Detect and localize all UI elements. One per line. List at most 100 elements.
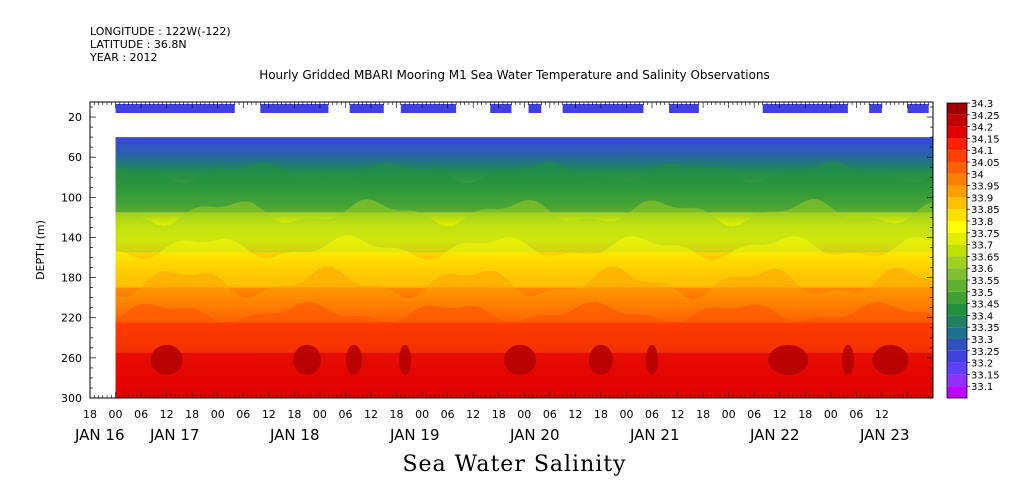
x-tick-label: 00 xyxy=(722,408,736,421)
colorbar-label: 33.75 xyxy=(971,229,1000,240)
x-tick-label: 00 xyxy=(824,408,838,421)
colorbar-label: 34.2 xyxy=(971,123,993,134)
colorbar-swatch xyxy=(947,327,967,339)
colorbar-swatch xyxy=(947,374,967,387)
x-tick-label: 18 xyxy=(185,408,199,421)
high-salinity-patch xyxy=(399,344,412,375)
colorbar-swatch xyxy=(947,315,967,328)
colorbar-swatch xyxy=(947,209,967,221)
colorbar-swatch xyxy=(947,232,967,245)
colorbar-swatch xyxy=(947,362,967,375)
x-tick-label: 18 xyxy=(287,408,301,421)
coverage-segment xyxy=(115,104,235,113)
colorbar-label: 34.3 xyxy=(971,99,993,110)
coverage-segment xyxy=(260,104,329,113)
year-label: YEAR : 2012 xyxy=(90,51,158,64)
x-axis-label: Sea Water Salinity xyxy=(402,452,627,477)
colorbar-label: 33.7 xyxy=(971,241,993,252)
high-salinity-patch xyxy=(872,344,909,375)
colorbar-swatch xyxy=(947,173,967,186)
colorbar-label: 34.1 xyxy=(971,146,993,157)
high-salinity-patch xyxy=(345,344,362,375)
contour-band xyxy=(115,301,933,353)
coverage-segment xyxy=(907,104,929,113)
coverage-segment xyxy=(400,104,457,113)
contour-band xyxy=(115,235,933,288)
colorbar-swatch xyxy=(947,162,967,174)
latitude-label: LATITUDE : 36.8N xyxy=(90,38,187,51)
colorbar-label: 34.25 xyxy=(971,111,1000,122)
x-tick-label: 06 xyxy=(338,408,352,421)
colorbar-label: 33.85 xyxy=(971,205,1000,216)
x-tick-label: 12 xyxy=(262,408,276,421)
colorbar-swatch xyxy=(947,244,967,257)
high-salinity-patch xyxy=(504,344,537,375)
contour-band xyxy=(115,161,933,213)
x-day-label: JAN 17 xyxy=(149,426,200,444)
x-day-label: JAN 21 xyxy=(629,426,680,444)
x-tick-label: 12 xyxy=(160,408,174,421)
colorbar-label: 33.1 xyxy=(971,382,993,393)
colorbar-label: 33.55 xyxy=(971,276,1000,287)
colorbar-label: 33.35 xyxy=(971,323,1000,334)
colorbar-swatch xyxy=(947,256,967,269)
x-tick-label: 06 xyxy=(645,408,659,421)
x-tick-label: 18 xyxy=(594,408,608,421)
colorbar-swatch xyxy=(947,103,967,115)
high-salinity-patch xyxy=(646,344,658,375)
x-tick-label: 12 xyxy=(875,408,889,421)
x-tick-label: 18 xyxy=(83,408,97,421)
x-tick-label: 18 xyxy=(798,408,812,421)
colorbar-swatch xyxy=(947,386,967,398)
x-tick-label: 00 xyxy=(109,408,123,421)
colorbar-swatch xyxy=(947,280,967,292)
colorbar-swatch xyxy=(947,268,967,280)
x-tick-label: 06 xyxy=(134,408,148,421)
colorbar-label: 33.15 xyxy=(971,370,1000,381)
x-tick-label: 12 xyxy=(568,408,582,421)
y-tick-label: 260 xyxy=(61,352,82,365)
coverage-segment xyxy=(349,104,384,113)
coverage-segment xyxy=(869,104,882,113)
y-tick-label: 300 xyxy=(61,392,82,405)
x-day-label: JAN 20 xyxy=(509,426,560,444)
high-salinity-patch xyxy=(150,344,183,375)
y-tick-label: 20 xyxy=(68,111,82,124)
colorbar-swatch xyxy=(947,185,967,198)
x-tick-label: 06 xyxy=(747,408,761,421)
x-tick-label: 06 xyxy=(441,408,455,421)
colorbar-swatch xyxy=(947,150,967,162)
colorbar-label: 33.8 xyxy=(971,217,993,228)
x-day-label: JAN 16 xyxy=(74,426,125,444)
x-tick-label: 18 xyxy=(390,408,404,421)
colorbar-swatch xyxy=(947,114,967,127)
colorbar-swatch xyxy=(947,291,967,304)
longitude-label: LONGITUDE : 122W(-122) xyxy=(90,25,231,38)
high-salinity-patch xyxy=(768,344,809,375)
x-tick-label: 00 xyxy=(211,408,225,421)
coverage-segment xyxy=(562,104,644,113)
colorbar-swatch xyxy=(947,350,967,363)
colorbar-swatch xyxy=(947,339,967,351)
x-tick-label: 12 xyxy=(466,408,480,421)
y-tick-label: 220 xyxy=(61,312,82,325)
colorbar-label: 33.3 xyxy=(971,335,993,346)
colorbar-label: 34.05 xyxy=(971,158,1000,169)
x-tick-label: 18 xyxy=(492,408,506,421)
high-salinity-patch xyxy=(841,344,854,375)
x-tick-label: 00 xyxy=(517,408,531,421)
colorbar-label: 33.5 xyxy=(971,288,993,299)
colorbar-swatch xyxy=(947,197,967,210)
colorbar-label: 33.9 xyxy=(971,193,993,204)
chart-title: Hourly Gridded MBARI Mooring M1 Sea Wate… xyxy=(259,68,770,82)
colorbar-label: 33.25 xyxy=(971,347,1000,358)
x-tick-label: 12 xyxy=(773,408,787,421)
x-day-label: JAN 18 xyxy=(269,426,320,444)
x-tick-label: 18 xyxy=(696,408,710,421)
x-tick-label: 12 xyxy=(671,408,685,421)
coverage-segment xyxy=(762,104,848,113)
x-tick-label: 06 xyxy=(543,408,557,421)
colorbar-label: 33.95 xyxy=(971,182,1000,193)
x-tick-label: 06 xyxy=(236,408,250,421)
